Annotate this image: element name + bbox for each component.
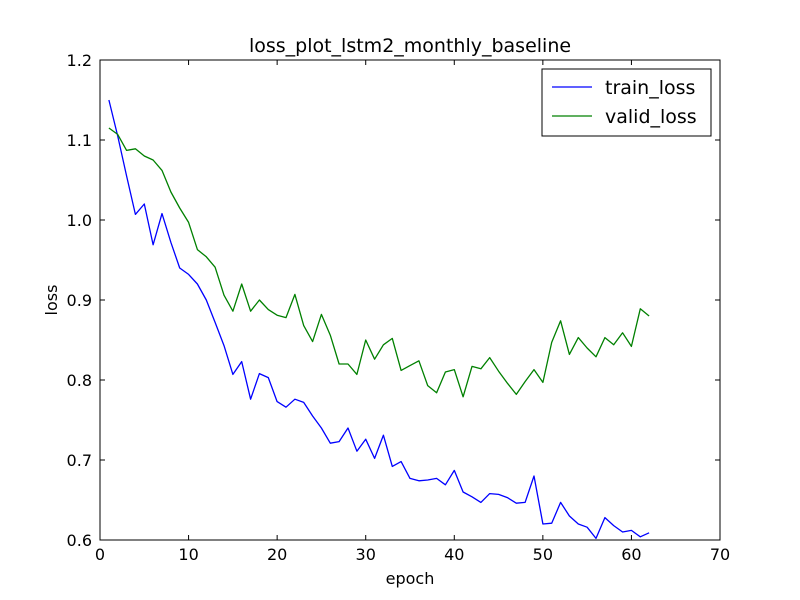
y-tick-label: 1.1	[67, 131, 92, 150]
x-tick-label: 30	[356, 545, 376, 564]
plot-area: 0 10 20 30 40 50 60 70 0.6 0.7 0.8 0.9 1.0 1.1 1.2	[67, 51, 731, 564]
series-line-train-loss	[108, 99, 650, 540]
y-tick-label: 0.8	[67, 371, 92, 390]
y-tick-label: 0.9	[67, 291, 92, 310]
y-tick-label: 1.2	[67, 51, 92, 70]
x-tick-label: 50	[533, 545, 553, 564]
y-tick-label: 1.0	[67, 211, 92, 230]
legend-box	[541, 68, 712, 137]
series-line-valid-loss	[108, 127, 650, 398]
legend-label-valid-loss: valid_loss	[605, 106, 697, 128]
x-axis-title: epoch	[386, 569, 435, 588]
x-tick-label: 10	[178, 545, 198, 564]
y-tick-label: 0.7	[67, 451, 92, 470]
x-tick-label: 70	[710, 545, 730, 564]
x-tick-label: 40	[444, 545, 464, 564]
legend: train_loss valid_loss	[541, 68, 712, 137]
y-tick-label: 0.6	[67, 531, 92, 550]
x-tick-label: 20	[267, 545, 287, 564]
legend-label-train-loss: train_loss	[605, 77, 695, 99]
chart-title: loss_plot_lstm2_monthly_baseline	[249, 35, 571, 57]
y-axis-title: loss	[42, 285, 61, 316]
x-tick-label: 60	[621, 545, 641, 564]
x-tick-label: 0	[95, 545, 105, 564]
